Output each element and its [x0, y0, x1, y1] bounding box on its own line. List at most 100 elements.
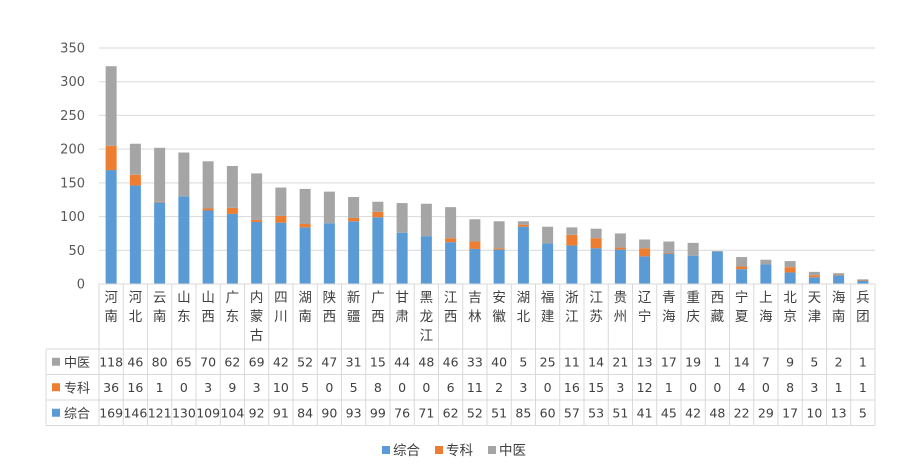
legend-label: 综合 — [393, 443, 420, 459]
bar-segment — [833, 274, 845, 276]
table-cell: 46 — [443, 354, 459, 369]
y-tick-label: 200 — [60, 143, 85, 158]
bar-segment — [178, 196, 190, 284]
table-cell: 104 — [220, 405, 244, 420]
bar-segment — [566, 227, 578, 235]
table-cell: 29 — [758, 405, 774, 420]
bar-segment — [639, 256, 651, 284]
table-cell: 52 — [467, 405, 483, 420]
x-tick-label: 福建 — [541, 290, 555, 325]
bar-segment — [275, 187, 287, 216]
table-cell: 3 — [204, 380, 212, 395]
table-cell: 130 — [172, 405, 196, 420]
table-cell: 3 — [810, 380, 818, 395]
table-cell: 17 — [782, 405, 798, 420]
x-tick-label: 海南 — [832, 290, 846, 325]
bar-segment — [639, 248, 651, 257]
bar-segment — [299, 223, 311, 228]
y-tick-label: 100 — [60, 210, 85, 225]
legend-key — [382, 446, 390, 454]
x-tick-label: 湖北 — [517, 290, 531, 325]
table-cell: 80 — [152, 354, 168, 369]
gridlines — [99, 47, 875, 251]
bar-segment — [687, 242, 699, 256]
bar-segment — [129, 185, 141, 284]
bar-segment — [808, 271, 820, 276]
x-tick-label: 吉林 — [468, 290, 482, 325]
table-cell: 0 — [762, 380, 770, 395]
bar-segment — [226, 166, 238, 208]
y-tick-label: 350 — [60, 42, 85, 57]
x-tick-label: 河北 — [129, 290, 143, 325]
bar-segment — [833, 273, 845, 275]
bar-segment — [469, 248, 481, 284]
x-tick-label: 浙江 — [565, 290, 579, 325]
table-cell: 99 — [370, 405, 386, 420]
table-cell: 91 — [273, 405, 289, 420]
x-tick-label: 西藏 — [711, 290, 725, 325]
row-legend-key — [52, 357, 60, 366]
bar-segment — [517, 226, 529, 284]
bar-segment — [129, 143, 141, 175]
bar-segment — [154, 201, 166, 203]
bar-segment — [275, 222, 287, 284]
x-tick-label: 新疆 — [347, 290, 361, 325]
table-cell: 33 — [467, 354, 483, 369]
bar-segment — [348, 221, 360, 284]
bar-segment — [469, 241, 481, 249]
x-tick-label: 宁夏 — [735, 289, 749, 325]
table-cell: 21 — [612, 354, 628, 369]
bar-segment — [372, 211, 384, 218]
row-legend-key — [52, 383, 60, 392]
y-tick-label: 0 — [77, 278, 85, 293]
bar-segment — [736, 269, 748, 284]
bar-segment — [154, 147, 166, 202]
y-tick-label: 300 — [60, 75, 85, 90]
row-label: 中医 — [64, 356, 90, 371]
bar-segment — [590, 248, 602, 284]
x-tick-label: 四川 — [274, 290, 288, 325]
x-tick-label: 内蒙古 — [250, 290, 264, 344]
bar-segment — [129, 174, 141, 186]
table-cell: 60 — [540, 405, 556, 420]
legend-key — [488, 446, 496, 454]
table-cell: 76 — [394, 405, 410, 420]
y-tick-label: 250 — [60, 109, 85, 124]
table-cell: 5 — [859, 405, 867, 420]
x-tick-label: 上海 — [759, 290, 773, 325]
bar-segment — [226, 213, 238, 284]
table-cell: 25 — [540, 354, 556, 369]
table-cell: 109 — [196, 405, 220, 420]
table-cell: 10 — [806, 405, 822, 420]
table-cell: 5 — [519, 354, 527, 369]
bar-segment — [808, 277, 820, 284]
table-cell: 93 — [346, 405, 362, 420]
table-cell: 42 — [685, 405, 701, 420]
x-tick-label: 安徽 — [492, 290, 506, 325]
table-cell: 31 — [346, 354, 362, 369]
table-cell: 10 — [273, 380, 289, 395]
table-cell: 1 — [859, 354, 867, 369]
bar-segment — [396, 232, 408, 284]
table-cell: 9 — [786, 354, 794, 369]
bar-segment — [711, 250, 723, 252]
x-tick-label: 甘肃 — [395, 290, 409, 325]
table-cell: 17 — [661, 354, 677, 369]
legend-key — [435, 446, 443, 454]
bar-segment — [711, 251, 723, 284]
table-cell: 0 — [422, 380, 430, 395]
table-cell: 46 — [127, 354, 143, 369]
table-cell: 57 — [564, 405, 580, 420]
bar-segment — [517, 221, 529, 225]
table-cell: 1 — [713, 354, 721, 369]
table-cell: 118 — [99, 354, 123, 369]
table-cell: 6 — [447, 380, 455, 395]
x-tick-label: 贵州 — [614, 290, 628, 325]
table-cell: 42 — [273, 354, 289, 369]
table-cell: 48 — [709, 405, 725, 420]
bar-segment — [105, 170, 117, 284]
table-cell: 1 — [835, 380, 843, 395]
bar-segment — [105, 66, 117, 146]
legend-label: 专科 — [446, 443, 473, 459]
